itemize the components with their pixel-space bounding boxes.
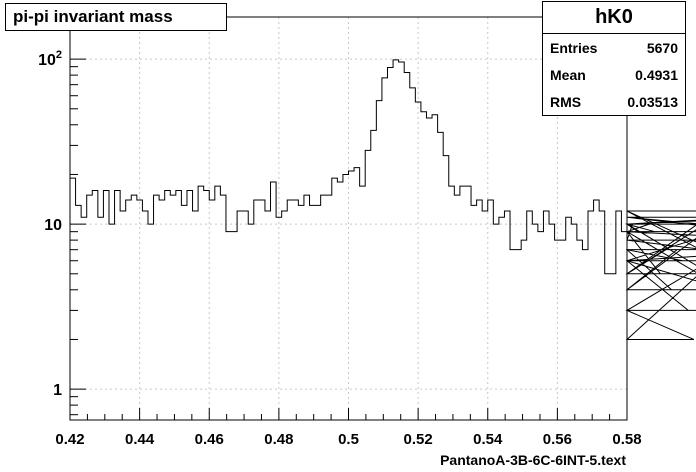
stats-value: 0.03513 bbox=[627, 93, 678, 110]
y-tick-label: 1 bbox=[53, 382, 62, 399]
x-tick-label: 0.52 bbox=[404, 431, 433, 448]
chart-title: pi-pi invariant mass bbox=[5, 3, 227, 31]
x-tick-label: 0.44 bbox=[125, 431, 155, 448]
stats-row-mean: Mean 0.4931 bbox=[543, 61, 685, 88]
stats-label: RMS bbox=[550, 93, 582, 110]
x-tick-label: 0.5 bbox=[338, 431, 359, 448]
stats-label: Mean bbox=[550, 66, 586, 83]
stats-label: Entries bbox=[550, 39, 598, 56]
x-axis-label: PantanoA-3B-6C-6INT-5.text bbox=[440, 452, 626, 468]
x-tick-label: 0.42 bbox=[55, 431, 84, 448]
y-tick-label: 10 bbox=[44, 217, 62, 234]
x-tick-label: 0.48 bbox=[264, 431, 293, 448]
stats-value: 0.4931 bbox=[635, 66, 678, 83]
stats-row-rms: RMS 0.03513 bbox=[543, 88, 685, 115]
stats-box: hK0 Entries 5670 Mean 0.4931 RMS 0.03513 bbox=[542, 1, 686, 116]
stats-name: hK0 bbox=[543, 2, 685, 34]
x-tick-label: 0.58 bbox=[612, 431, 641, 448]
stats-value: 5670 bbox=[646, 39, 678, 56]
x-tick-label: 0.46 bbox=[195, 431, 224, 448]
histogram-series bbox=[70, 59, 696, 340]
y-tick-label: 102 bbox=[38, 49, 62, 69]
stats-row-entries: Entries 5670 bbox=[543, 34, 685, 61]
x-axis: 0.42 0.44 0.46 0.48 0.5 0.52 0.54 0.56 0.58 bbox=[55, 408, 642, 448]
x-tick-label: 0.56 bbox=[543, 431, 572, 448]
y-axis: 1 10 102 bbox=[38, 29, 86, 416]
x-tick-label: 0.54 bbox=[473, 431, 503, 448]
